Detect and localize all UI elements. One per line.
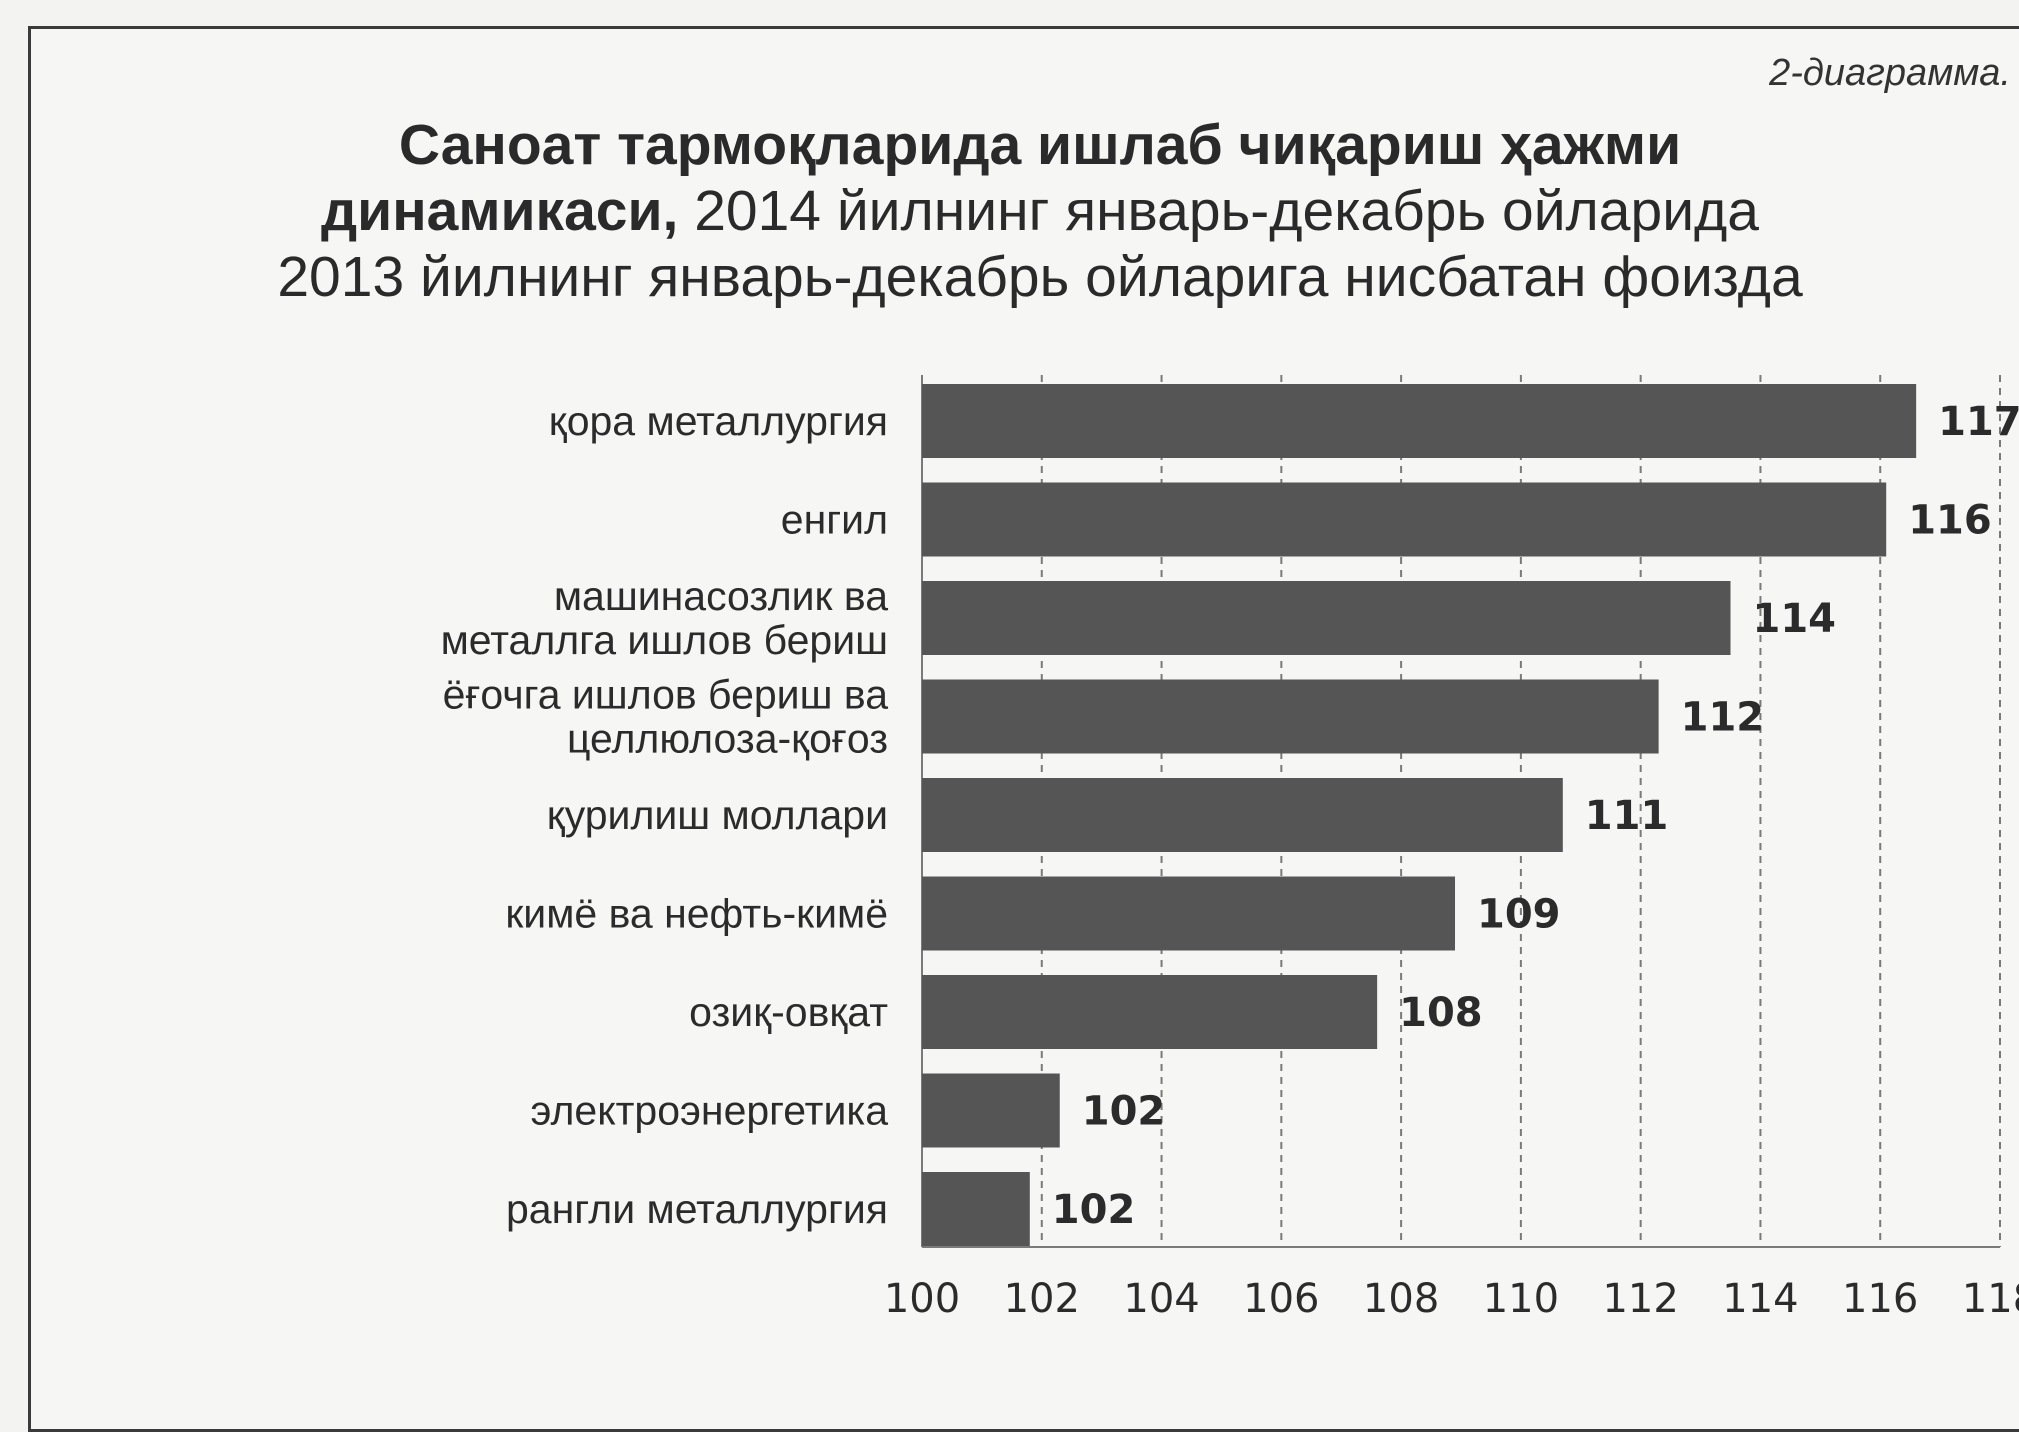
data-label: 114 bbox=[1753, 596, 1837, 642]
data-label: 111 bbox=[1585, 793, 1669, 839]
bar-chart: 100 102 104 106 108 110 112 114 116 118 117 қора ме… bbox=[441, 375, 2019, 1322]
x-tick-label: 110 bbox=[1483, 1276, 1559, 1322]
category-label: кимё ва нефть-кимё bbox=[505, 891, 888, 937]
bar bbox=[922, 778, 1563, 852]
data-label: 117 bbox=[1938, 399, 2019, 445]
figure-label: 2-диаграмма. bbox=[1769, 52, 2011, 94]
category-label: металлга ишлов бериш bbox=[441, 617, 888, 663]
bar bbox=[922, 1073, 1060, 1148]
category-label: қурилиш моллари bbox=[547, 792, 888, 838]
category-label: целлюлоза-қоғоз bbox=[567, 716, 888, 762]
title-line-2: динамикаси, 2014 йилнинг январь-декабрь … bbox=[60, 178, 2019, 244]
data-label: 108 bbox=[1399, 990, 1483, 1036]
x-tick-label: 108 bbox=[1363, 1276, 1439, 1322]
title-normal-2: 2014 йилнинг январь-декабрь ойларида bbox=[678, 179, 1759, 243]
category-label: ёғочга ишлов бериш ва bbox=[443, 672, 889, 718]
x-tick-label: 118 bbox=[1962, 1276, 2019, 1322]
category-label: қора металлургия bbox=[549, 398, 888, 444]
x-tick-label: 114 bbox=[1722, 1276, 1798, 1322]
title-line-1: Саноат тармоқларида ишлаб чиқариш ҳажми bbox=[60, 112, 2019, 178]
x-tick-label: 106 bbox=[1243, 1276, 1319, 1322]
data-label: 112 bbox=[1681, 695, 1765, 741]
x-tick-label: 102 bbox=[1004, 1276, 1080, 1322]
data-label: 116 bbox=[1908, 498, 1992, 544]
bar bbox=[922, 975, 1378, 1049]
bar bbox=[922, 581, 1731, 655]
category-label: озиқ-овқат bbox=[689, 989, 888, 1035]
category-label: рангли металлургия bbox=[506, 1186, 888, 1232]
bar bbox=[922, 679, 1659, 754]
x-tick-label: 116 bbox=[1842, 1276, 1918, 1322]
bar bbox=[922, 1172, 1030, 1246]
chart-title: Саноат тармоқларида ишлаб чиқариш ҳажми … bbox=[60, 112, 2019, 310]
bar bbox=[922, 384, 1917, 458]
category-label: енгил bbox=[781, 497, 888, 543]
x-tick-label: 104 bbox=[1123, 1276, 1199, 1322]
category-label: электроэнергетика bbox=[530, 1088, 888, 1134]
bar bbox=[922, 876, 1456, 951]
category-label: машинасозлик ва bbox=[554, 573, 888, 619]
x-tick-label: 112 bbox=[1602, 1276, 1678, 1322]
title-line-3: 2013 йилнинг январь-декабрь ойларига нис… bbox=[277, 245, 1803, 309]
data-label: 102 bbox=[1052, 1187, 1136, 1233]
data-label: 109 bbox=[1477, 892, 1561, 938]
data-label: 102 bbox=[1082, 1089, 1166, 1135]
title-bold-2: динамикаси, bbox=[320, 179, 679, 243]
x-tick-label: 100 bbox=[884, 1276, 960, 1322]
bar bbox=[922, 482, 1887, 557]
title-bold-1: Саноат тармоқларида ишлаб чиқариш ҳажми bbox=[398, 113, 1682, 177]
